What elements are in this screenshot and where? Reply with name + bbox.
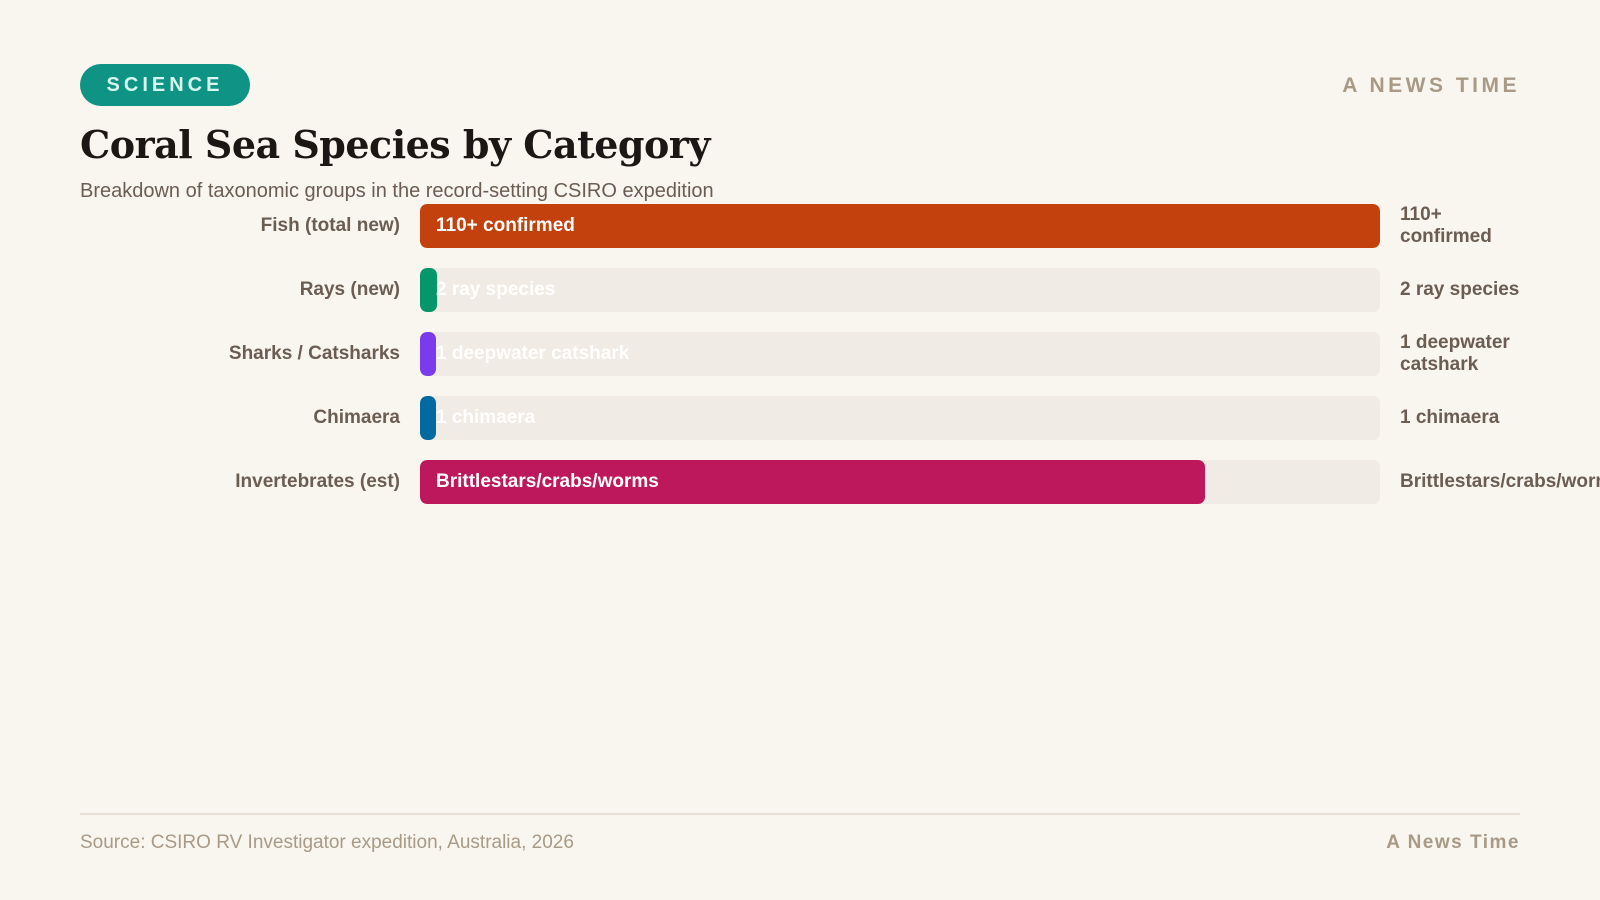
bar-track: 1 deepwater catshark xyxy=(420,332,1380,376)
category-label: Invertebrates (est) xyxy=(235,471,400,492)
brand-logo: A NEWS TIME xyxy=(1342,74,1520,97)
bar-track: Brittlestars/crabs/worms xyxy=(420,460,1380,504)
bar-inner-label: 110+ confirmed xyxy=(436,215,575,236)
bar-track: 110+ confirmed xyxy=(420,204,1380,248)
bar-inner-label: Brittlestars/crabs/worms xyxy=(436,471,659,492)
bar-inner-label: 2 ray species xyxy=(436,279,556,300)
bar xyxy=(420,396,436,440)
bar xyxy=(420,460,1206,504)
bar-row: Rays (new) 2 ray species 2 ray species xyxy=(0,268,1600,312)
bar-inner-label: 1 chimaera xyxy=(436,407,536,428)
bar xyxy=(420,268,438,312)
bar-track: 1 chimaera xyxy=(420,396,1380,440)
value-label: Brittlestars/crabs/worms xyxy=(1400,471,1600,492)
category-label: Fish (total new) xyxy=(260,215,400,236)
bar-row: Invertebrates (est) Brittlestars/crabs/w… xyxy=(0,460,1600,504)
bar xyxy=(420,204,1380,248)
chart-subtitle: Breakdown of taxonomic groups in the rec… xyxy=(80,180,714,202)
bar-row: Sharks / Catsharks 1 deepwater catshark … xyxy=(0,332,1600,376)
category-label: Chimaera xyxy=(313,407,400,428)
bar xyxy=(420,332,436,376)
bar-track: 2 ray species xyxy=(420,268,1380,312)
value-label: 2 ray species xyxy=(1400,279,1520,300)
category-tag: SCIENCE xyxy=(80,64,250,106)
bar-inner-label: 1 deepwater catshark xyxy=(436,343,630,364)
category-label: Rays (new) xyxy=(299,279,400,300)
bar-row: Chimaera 1 chimaera 1 chimaera xyxy=(0,396,1600,440)
category-label: Sharks / Catsharks xyxy=(228,343,400,364)
value-label: 110+ confirmed xyxy=(1400,204,1492,247)
footer-credit: A News Time xyxy=(1386,832,1520,853)
value-label: 1 chimaera xyxy=(1400,407,1500,428)
footer-divider xyxy=(80,813,1520,815)
bar-row: Fish (total new) 110+ confirmed 110+ con… xyxy=(0,204,1600,248)
chart-title: Coral Sea Species by Category xyxy=(80,122,710,167)
value-label: 1 deepwater catshark xyxy=(1400,332,1510,375)
source-note: Source: CSIRO RV Investigator expedition… xyxy=(80,832,574,853)
